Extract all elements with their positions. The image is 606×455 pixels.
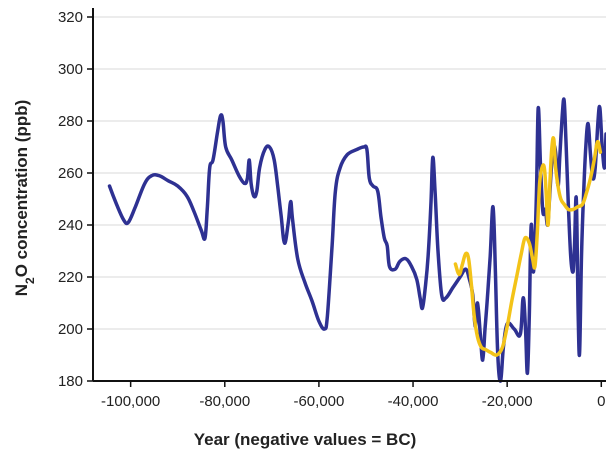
- x-tick-label: -20,000: [482, 393, 533, 410]
- y-tick-label: 300: [58, 61, 83, 78]
- x-tick-label: -100,000: [101, 393, 160, 410]
- x-tick-label: -60,000: [293, 393, 344, 410]
- x-tick-label: 0: [597, 393, 605, 410]
- y-axis-title-before: N: [12, 284, 31, 296]
- series-line-blue: [107, 97, 606, 383]
- y-axis-title-sub: 2: [23, 277, 37, 284]
- y-tick-label: 280: [58, 113, 83, 130]
- series-layer: [107, 97, 606, 383]
- gridlines: [93, 16, 606, 330]
- y-axis-title-after: O concentration (ppb): [12, 100, 31, 278]
- y-tick-label: 260: [58, 165, 83, 182]
- series-line-yellow: [453, 136, 603, 357]
- x-tick-label: -40,000: [388, 393, 439, 410]
- ticks: 180 200 220 240 260 280 300 320 -100,000 -80,000 -…: [58, 9, 605, 410]
- x-tick-label: -80,000: [199, 393, 250, 410]
- y-tick-label: 220: [58, 269, 83, 286]
- x-axis-title: Year (negative values = BC): [194, 430, 417, 449]
- y-tick-label: 320: [58, 9, 83, 26]
- y-tick-label: 240: [58, 217, 83, 234]
- y-tick-label: 200: [58, 321, 83, 338]
- y-axis-title: N2O concentration (ppb): [12, 100, 37, 297]
- y-tick-label: 180: [58, 373, 83, 390]
